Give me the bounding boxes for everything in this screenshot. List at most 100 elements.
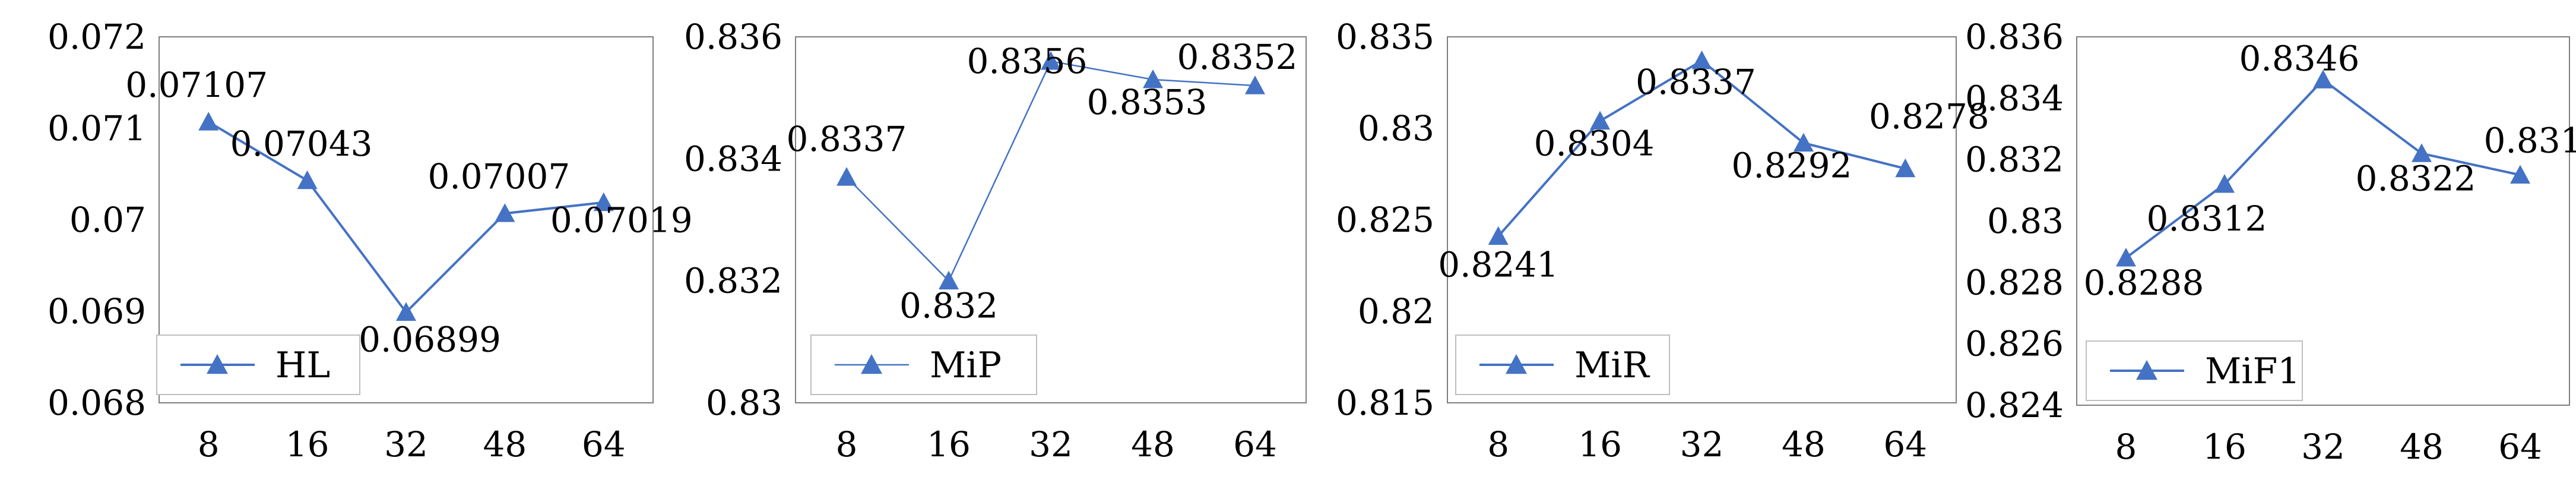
plot-frame: [1447, 36, 1957, 403]
y-tick-label: 0.834: [1965, 78, 2064, 118]
data-point: [2214, 174, 2235, 193]
data-label: 0.8337: [1636, 62, 1756, 102]
x-tick-label: 16: [1578, 424, 1622, 465]
data-point: [593, 192, 614, 212]
data-point: [1245, 75, 1265, 94]
legend-box: [810, 334, 1037, 395]
y-tick-label: 0.836: [684, 17, 782, 57]
x-tick-label: 8: [836, 424, 858, 465]
data-point: [837, 167, 857, 186]
plot-frame: [159, 36, 654, 403]
y-tick-label: 0.07: [69, 200, 146, 240]
y-tick-label: 0.836: [1965, 17, 2064, 57]
y-tick-label: 0.82: [1358, 291, 1434, 332]
data-label: 0.8353: [1087, 82, 1208, 122]
data-point: [2313, 70, 2333, 89]
data-label: 0.8322: [2356, 158, 2476, 198]
x-tick-label: 16: [286, 424, 329, 465]
data-label: 0.07007: [427, 156, 570, 197]
x-tick-label: 8: [2115, 427, 2137, 467]
data-point: [1041, 51, 1061, 70]
data-point: [495, 203, 515, 222]
x-tick-label: 32: [1029, 424, 1073, 465]
x-tick-label: 48: [1782, 424, 1826, 465]
data-label: 0.8278: [1869, 96, 1989, 137]
data-label: 0.8315: [2484, 121, 2576, 161]
data-label: 0.06899: [359, 320, 501, 360]
data-label: 0.8346: [2239, 38, 2360, 78]
data-point: [396, 302, 416, 321]
data-label: 0.8304: [1534, 124, 1655, 164]
chart-panel-3: 0.815 0.82 0.825 0.83 0.835 8 16 32 48 64 0.8241 0.…: [1336, 17, 1989, 465]
y-tick-label: 0.832: [684, 261, 782, 301]
x-tick-label: 64: [1233, 424, 1277, 465]
x-tick-label: 48: [2400, 427, 2444, 467]
x-tick-label: 16: [927, 424, 971, 465]
legend-label: MiP: [930, 345, 1002, 386]
y-tick-label: 0.834: [684, 138, 782, 179]
data-label: 0.8312: [2147, 198, 2267, 239]
y-tick-label: 0.824: [1965, 385, 2064, 425]
data-point: [1590, 111, 1611, 130]
y-tick-label: 0.068: [47, 383, 146, 423]
x-tick-label: 64: [582, 424, 626, 465]
x-tick-label: 64: [2498, 427, 2542, 467]
legend-label: MiR: [1574, 345, 1650, 386]
y-tick-label: 0.815: [1336, 383, 1434, 423]
data-label: 0.832: [899, 286, 998, 326]
x-tick-label: 16: [2203, 427, 2247, 467]
data-point: [1793, 132, 1814, 152]
legend-label: MiF1: [2205, 351, 2300, 392]
y-tick-label: 0.832: [1965, 140, 2064, 180]
data-point: [1488, 226, 1509, 245]
data-label: 0.8337: [787, 119, 907, 159]
data-point: [1143, 69, 1163, 89]
data-label: 0.8288: [2084, 263, 2204, 303]
data-label: 0.07043: [230, 124, 373, 164]
y-tick-label: 0.071: [47, 108, 146, 149]
x-tick-label: 32: [384, 424, 428, 465]
x-tick-label: 64: [1883, 424, 1927, 465]
data-label: 0.8352: [1177, 37, 1298, 77]
y-tick-label: 0.835: [1336, 17, 1434, 57]
x-tick-label: 32: [1680, 424, 1724, 465]
y-tick-label: 0.828: [1965, 262, 2064, 302]
x-tick-label: 32: [2301, 427, 2345, 467]
legend-box: [1455, 334, 1670, 395]
chart-panel-2: 0.83 0.832 0.834 0.836 8 16 32 48 64 0.8337 0.832 0…: [684, 17, 1307, 465]
data-point: [297, 170, 318, 190]
y-tick-label: 0.069: [47, 291, 146, 332]
legend-marker: [861, 354, 882, 374]
chart-panel-1: 0.068 0.069 0.07 0.071 0.072 8 16 32 48 64 0.07107…: [47, 17, 693, 465]
x-tick-label: 8: [1487, 424, 1509, 465]
data-point: [2116, 248, 2136, 267]
legend-marker: [1506, 354, 1527, 374]
legend-marker: [2136, 360, 2157, 380]
x-tick-label: 48: [483, 424, 527, 465]
data-point: [198, 112, 219, 131]
y-tick-label: 0.83: [1358, 108, 1434, 149]
legend-label: HL: [275, 345, 330, 386]
y-tick-label: 0.83: [1987, 201, 2064, 241]
y-tick-label: 0.826: [1965, 324, 2064, 364]
data-label: 0.8241: [1438, 245, 1558, 285]
x-tick-label: 48: [1131, 424, 1175, 465]
data-point: [2510, 165, 2530, 184]
data-point: [939, 270, 959, 290]
data-label: 0.07107: [125, 65, 268, 105]
legend-marker: [207, 354, 228, 374]
data-label: 0.07019: [550, 200, 693, 241]
plot-frame: [795, 36, 1307, 403]
y-tick-label: 0.83: [706, 383, 782, 423]
data-label: 0.8356: [967, 41, 1088, 81]
y-tick-label: 0.072: [47, 17, 146, 57]
y-tick-label: 0.825: [1336, 200, 1434, 240]
x-tick-label: 8: [198, 424, 220, 465]
chart-panel-4: 0.824 0.826 0.828 0.83 0.832 0.834 0.836 8 16 32 4…: [1965, 17, 2576, 467]
data-point: [2412, 143, 2432, 162]
data-point: [1691, 51, 1712, 70]
data-label: 0.8292: [1731, 146, 1852, 186]
plot-frame: [2076, 36, 2570, 406]
data-point: [1895, 158, 1916, 178]
